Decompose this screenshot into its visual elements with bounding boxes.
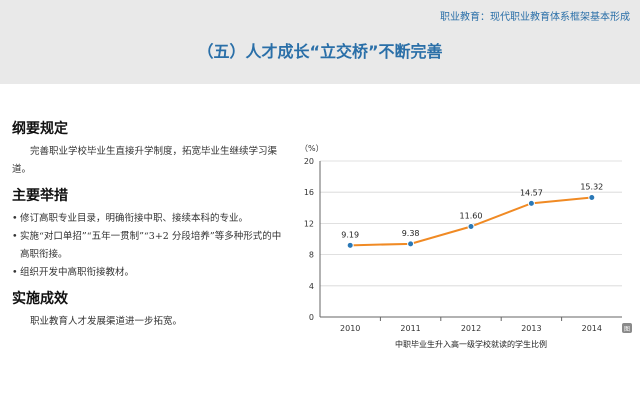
measure-item: 实施“对口单招”“五年一贯制”“3+2 分段培养”等多种形式的中高职衔接。 bbox=[12, 228, 282, 264]
y-tick-label: 20 bbox=[304, 157, 314, 166]
corner-badge-icon bbox=[622, 323, 632, 333]
x-tick-label: 2012 bbox=[461, 324, 481, 333]
section-breadcrumb: 职业教育：现代职业教育体系框架基本形成 bbox=[440, 12, 630, 23]
x-tick-label: 2010 bbox=[340, 324, 360, 333]
line-chart: 0 4 8 12 16 20 （%） 2010 2011 2012 2013 2014 9.19 9.38… bbox=[300, 144, 632, 349]
measure-item: 组织开发中高职衔接教材。 bbox=[12, 264, 282, 282]
x-axis-label: 中职毕业生升入高一级学校就读的学生比例 bbox=[395, 339, 547, 349]
text-column: 纲要规定 完善职业学校毕业生直接升学制度，拓宽毕业生继续学习渠道。 主要举措 修… bbox=[12, 118, 282, 337]
y-tick-label: 8 bbox=[309, 251, 314, 260]
data-label: 14.57 bbox=[520, 188, 543, 197]
header-band bbox=[0, 0, 640, 84]
corner-badge-label: 图 bbox=[624, 326, 630, 333]
data-point bbox=[467, 223, 475, 231]
section-heading-results: 实施成效 bbox=[12, 291, 68, 307]
y-axis-unit: （%） bbox=[300, 144, 324, 153]
data-label: 9.19 bbox=[341, 230, 359, 239]
data-point bbox=[588, 194, 596, 202]
data-point bbox=[527, 199, 535, 207]
x-tick-label: 2011 bbox=[400, 324, 420, 333]
section-heading-provisions: 纲要规定 bbox=[12, 121, 68, 137]
measures-list: 修订高职专业目录，明确衔接中职、接续本科的专业。 实施“对口单招”“五年一贯制”… bbox=[12, 210, 282, 282]
data-point bbox=[407, 240, 415, 248]
series-line bbox=[350, 196, 592, 247]
y-tick-label: 12 bbox=[304, 219, 314, 228]
y-tick-label: 4 bbox=[309, 282, 314, 291]
section-heading-measures: 主要举措 bbox=[12, 188, 68, 204]
x-tick-label: 2013 bbox=[521, 324, 541, 333]
x-tick-label: 2014 bbox=[582, 324, 602, 333]
y-tick-label: 16 bbox=[304, 188, 314, 197]
data-label: 11.60 bbox=[460, 212, 483, 221]
data-label: 9.38 bbox=[402, 229, 420, 238]
data-label: 15.32 bbox=[580, 183, 603, 192]
provisions-text: 完善职业学校毕业生直接升学制度，拓宽毕业生继续学习渠道。 bbox=[12, 146, 278, 175]
data-point bbox=[346, 241, 354, 249]
results-text: 职业教育人才发展渠道进一步拓宽。 bbox=[30, 316, 183, 327]
y-tick-label: 0 bbox=[309, 313, 314, 322]
slide-title: （五）人才成长“立交桥”不断完善 bbox=[197, 42, 443, 61]
measure-item: 修订高职专业目录，明确衔接中职、接续本科的专业。 bbox=[12, 210, 282, 228]
